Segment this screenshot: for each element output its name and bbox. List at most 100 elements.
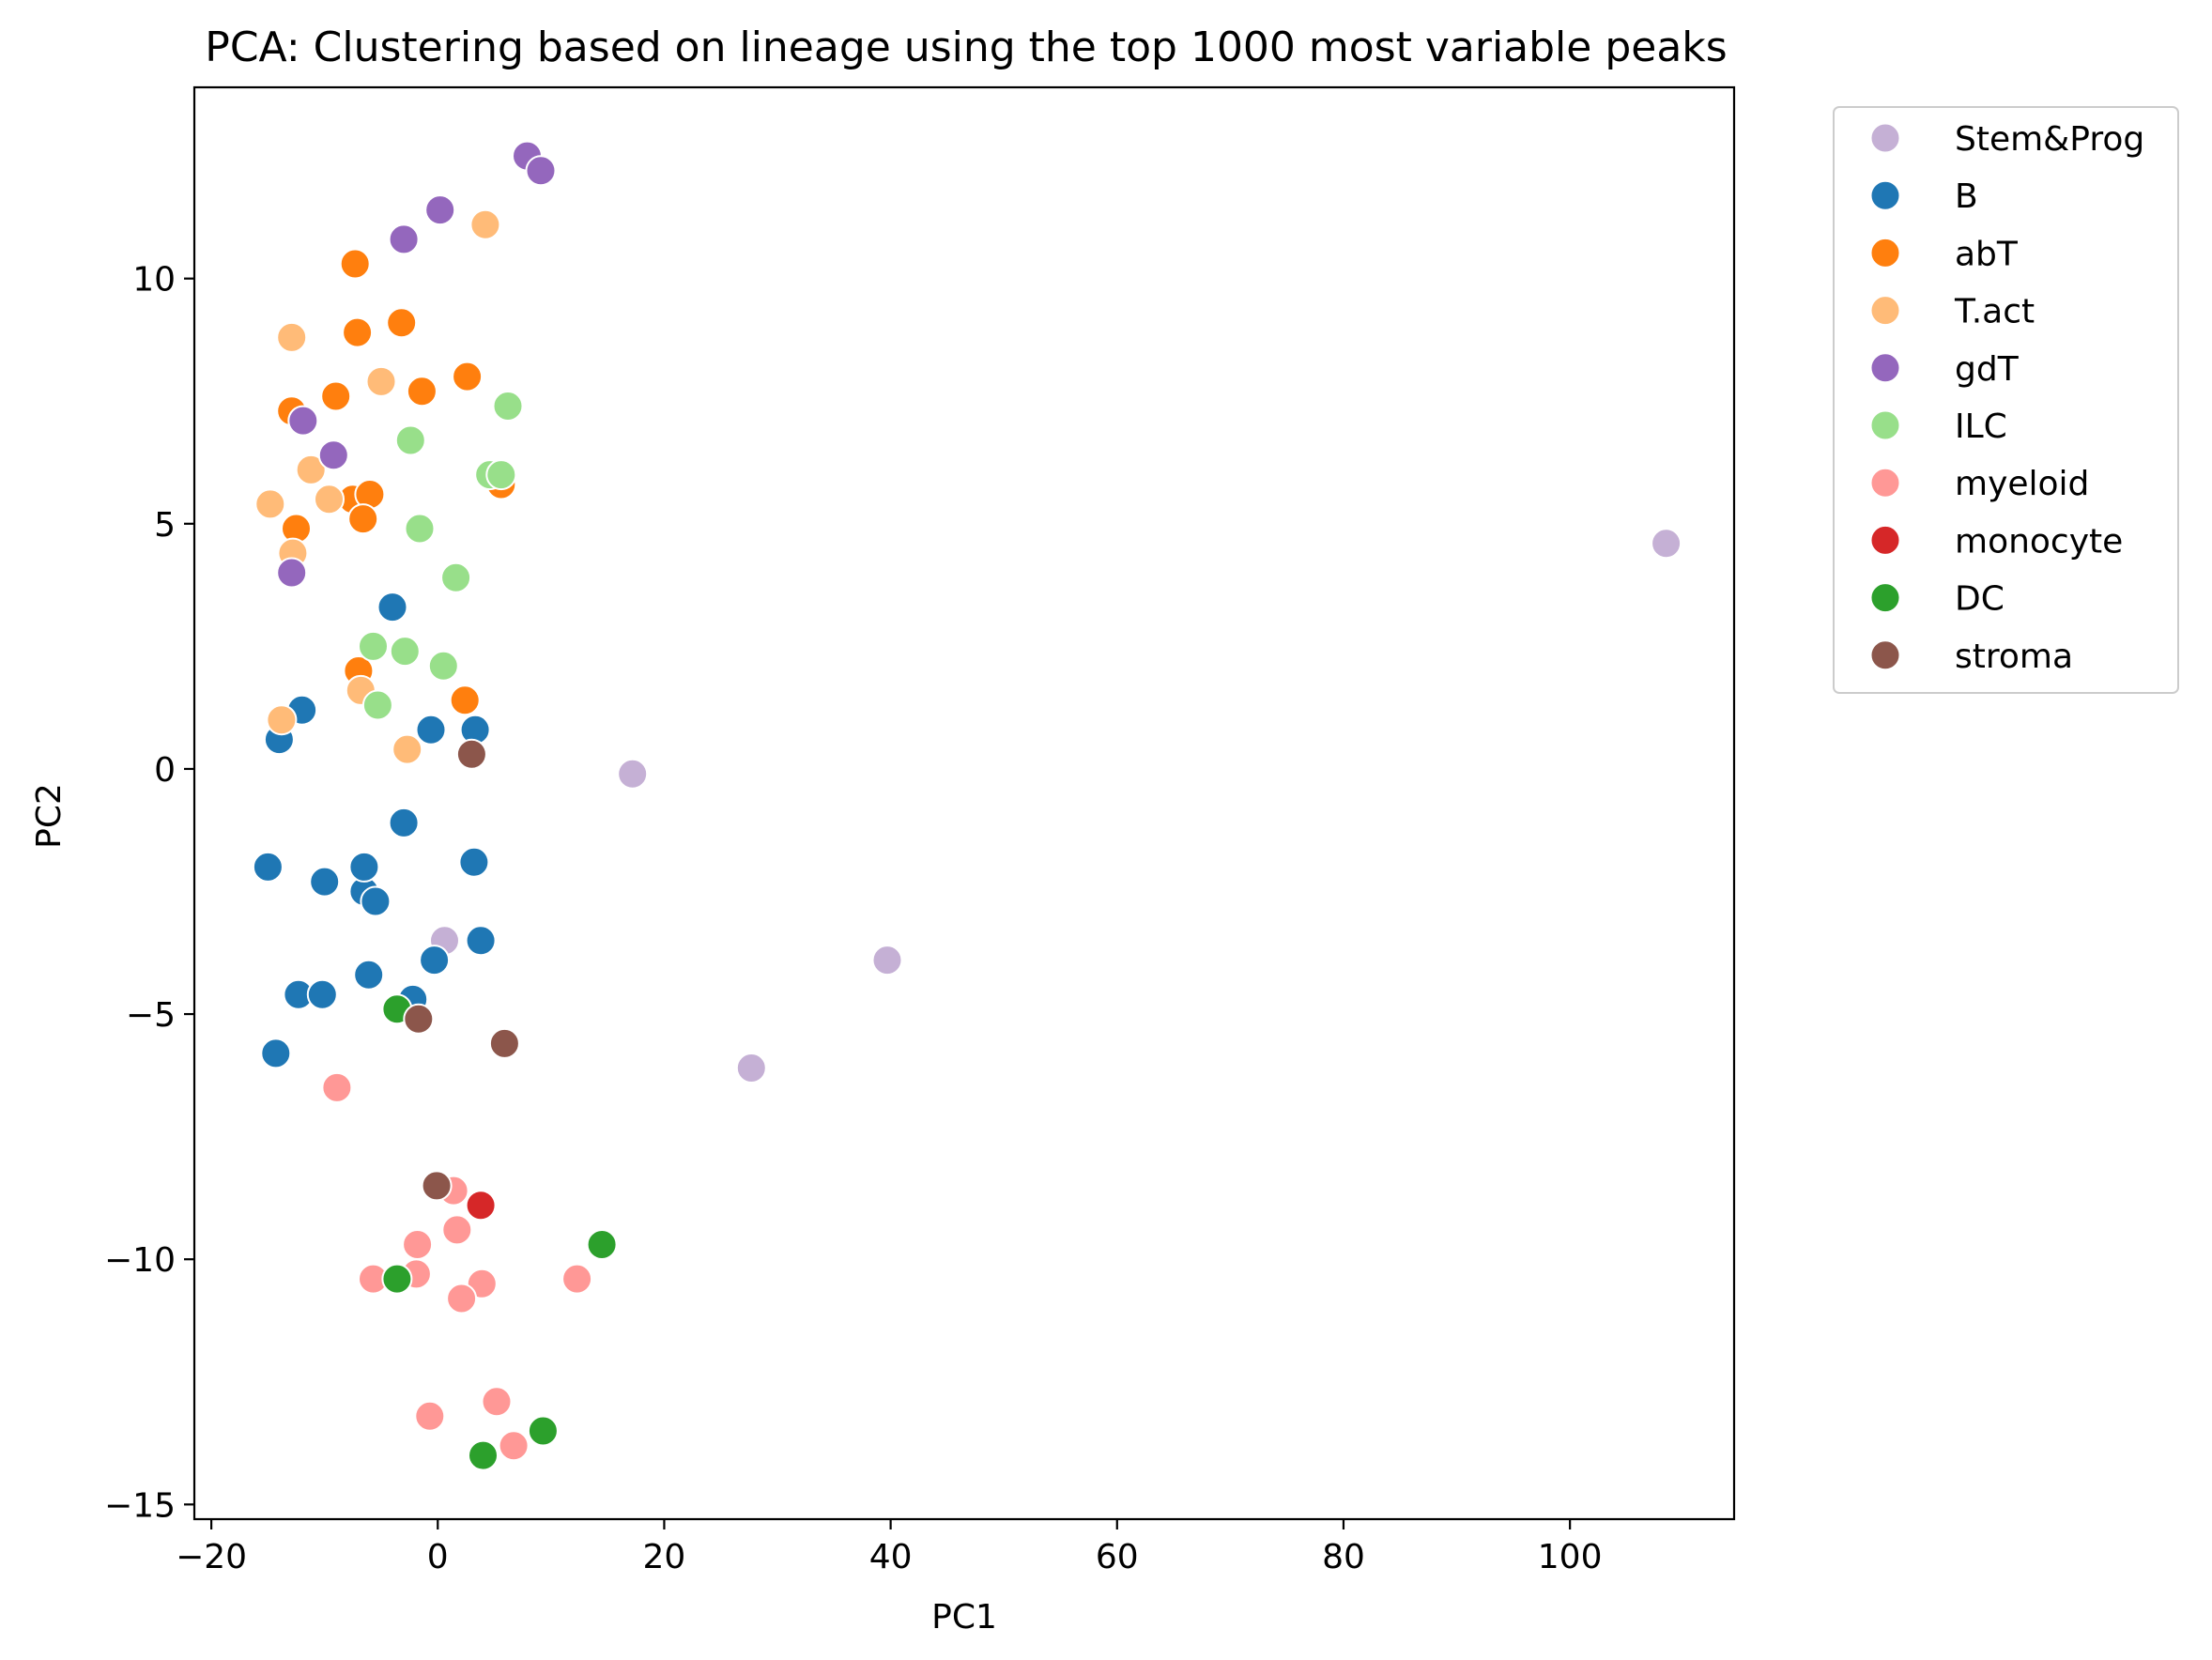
series-stroma xyxy=(403,738,520,1202)
data-point-stem-prog xyxy=(1651,528,1682,560)
data-point-abt xyxy=(449,684,481,716)
series-gdt xyxy=(276,140,557,589)
data-point-ilc xyxy=(361,689,393,721)
series-stem-prog xyxy=(429,528,1682,1084)
x-tick: −20 xyxy=(176,1519,247,1576)
legend-item-b: B xyxy=(1869,177,1978,216)
legend-item-monocyte: monocyte xyxy=(1869,522,2123,561)
data-point-dc xyxy=(586,1229,618,1260)
legend-item-abt: abT xyxy=(1869,235,2019,273)
data-point-b xyxy=(376,592,408,623)
data-point-ilc xyxy=(492,391,524,422)
data-point-gdt xyxy=(388,223,420,255)
y-tick: −15 xyxy=(104,1486,194,1525)
data-point-b xyxy=(348,851,380,883)
x-tick-label: −20 xyxy=(176,1538,247,1576)
legend-label: T.act xyxy=(1954,293,2035,331)
data-point-dc xyxy=(381,1263,413,1295)
legend-marker xyxy=(1869,237,1901,269)
data-point-b xyxy=(360,885,392,917)
y-tick: 5 xyxy=(154,506,194,545)
legend-item-dc: DC xyxy=(1869,580,2005,619)
y-tick: 10 xyxy=(132,261,194,300)
data-point-myeloid xyxy=(446,1283,478,1314)
data-point-dc xyxy=(468,1439,499,1471)
y-tick-label: 5 xyxy=(154,506,176,545)
legend-item-ilc: ILC xyxy=(1869,407,2007,446)
data-point-stroma xyxy=(488,1027,520,1059)
data-point-b xyxy=(415,714,447,745)
data-point-t-act xyxy=(276,321,308,353)
data-point-myeloid xyxy=(561,1263,593,1295)
legend-label: Stem&Prog xyxy=(1955,120,2144,159)
data-point-b xyxy=(306,978,338,1010)
data-point-b xyxy=(419,945,451,976)
data-points xyxy=(252,140,1682,1471)
data-point-ilc xyxy=(358,630,389,662)
x-axis-ticks: −20 0 20 40 60 80 100 xyxy=(176,1519,1603,1576)
data-point-gdt xyxy=(287,405,319,437)
data-point-myeloid xyxy=(402,1229,434,1260)
data-point-b xyxy=(458,846,490,878)
legend-frame xyxy=(1833,106,2179,694)
data-point-t-act xyxy=(314,484,345,515)
data-point-stroma xyxy=(403,1003,435,1035)
data-point-monocyte xyxy=(465,1190,497,1222)
data-point-abt xyxy=(452,361,484,392)
data-point-ilc xyxy=(440,561,472,593)
series-ilc xyxy=(358,391,524,721)
legend-label: abT xyxy=(1955,235,2019,273)
data-point-stroma xyxy=(455,738,487,770)
x-tick-label: 100 xyxy=(1538,1538,1603,1576)
legend-item-gdt: gdT xyxy=(1869,350,2020,389)
y-axis-label: PC2 xyxy=(30,783,69,849)
legend-label: myeloid xyxy=(1955,465,2089,503)
x-tick-label: 0 xyxy=(427,1538,449,1576)
legend-item-stroma: stroma xyxy=(1869,638,2073,676)
data-point-abt xyxy=(342,316,374,348)
data-point-myeloid xyxy=(481,1386,513,1418)
x-tick-label: 40 xyxy=(869,1538,913,1576)
data-point-myeloid xyxy=(498,1430,530,1462)
legend-label: ILC xyxy=(1955,407,2007,446)
legend-marker xyxy=(1869,122,1901,154)
data-point-ilc xyxy=(427,650,459,682)
data-point-abt xyxy=(339,248,371,280)
chart-title: PCA: Clustering based on lineage using t… xyxy=(205,23,1727,71)
data-point-myeloid xyxy=(414,1400,446,1432)
legend-item-t-act: T.act xyxy=(1869,293,2035,331)
legend-marker xyxy=(1869,179,1901,211)
data-point-b xyxy=(260,1038,292,1069)
data-point-ilc xyxy=(389,636,421,668)
x-tick: 100 xyxy=(1538,1519,1603,1576)
data-point-t-act xyxy=(365,365,397,397)
data-point-stroma xyxy=(421,1170,453,1202)
legend-label: gdT xyxy=(1955,350,2020,389)
plot-area-frame xyxy=(192,85,1736,1521)
legend-label: B xyxy=(1955,177,1978,216)
x-tick: 80 xyxy=(1322,1519,1365,1576)
x-tick: 20 xyxy=(643,1519,685,1576)
y-tick-label: −10 xyxy=(104,1241,176,1280)
legend-label: stroma xyxy=(1955,638,2073,676)
data-point-stem-prog xyxy=(735,1053,767,1084)
legend-label: monocyte xyxy=(1955,522,2123,561)
data-point-ilc xyxy=(404,513,436,545)
x-tick-label: 80 xyxy=(1322,1538,1365,1576)
y-tick-label: 0 xyxy=(154,751,176,790)
data-point-gdt xyxy=(525,155,557,187)
data-point-ilc xyxy=(485,459,517,491)
data-point-t-act xyxy=(254,488,286,520)
data-point-b xyxy=(388,807,420,838)
data-point-b xyxy=(353,959,385,991)
data-point-t-act xyxy=(469,208,501,240)
legend-label: DC xyxy=(1955,580,2005,619)
data-point-t-act xyxy=(266,704,298,736)
data-point-gdt xyxy=(424,194,456,226)
series-dc xyxy=(381,993,618,1471)
data-point-dc xyxy=(527,1415,559,1447)
data-point-ilc xyxy=(394,424,426,456)
series-monocyte xyxy=(465,1190,497,1222)
